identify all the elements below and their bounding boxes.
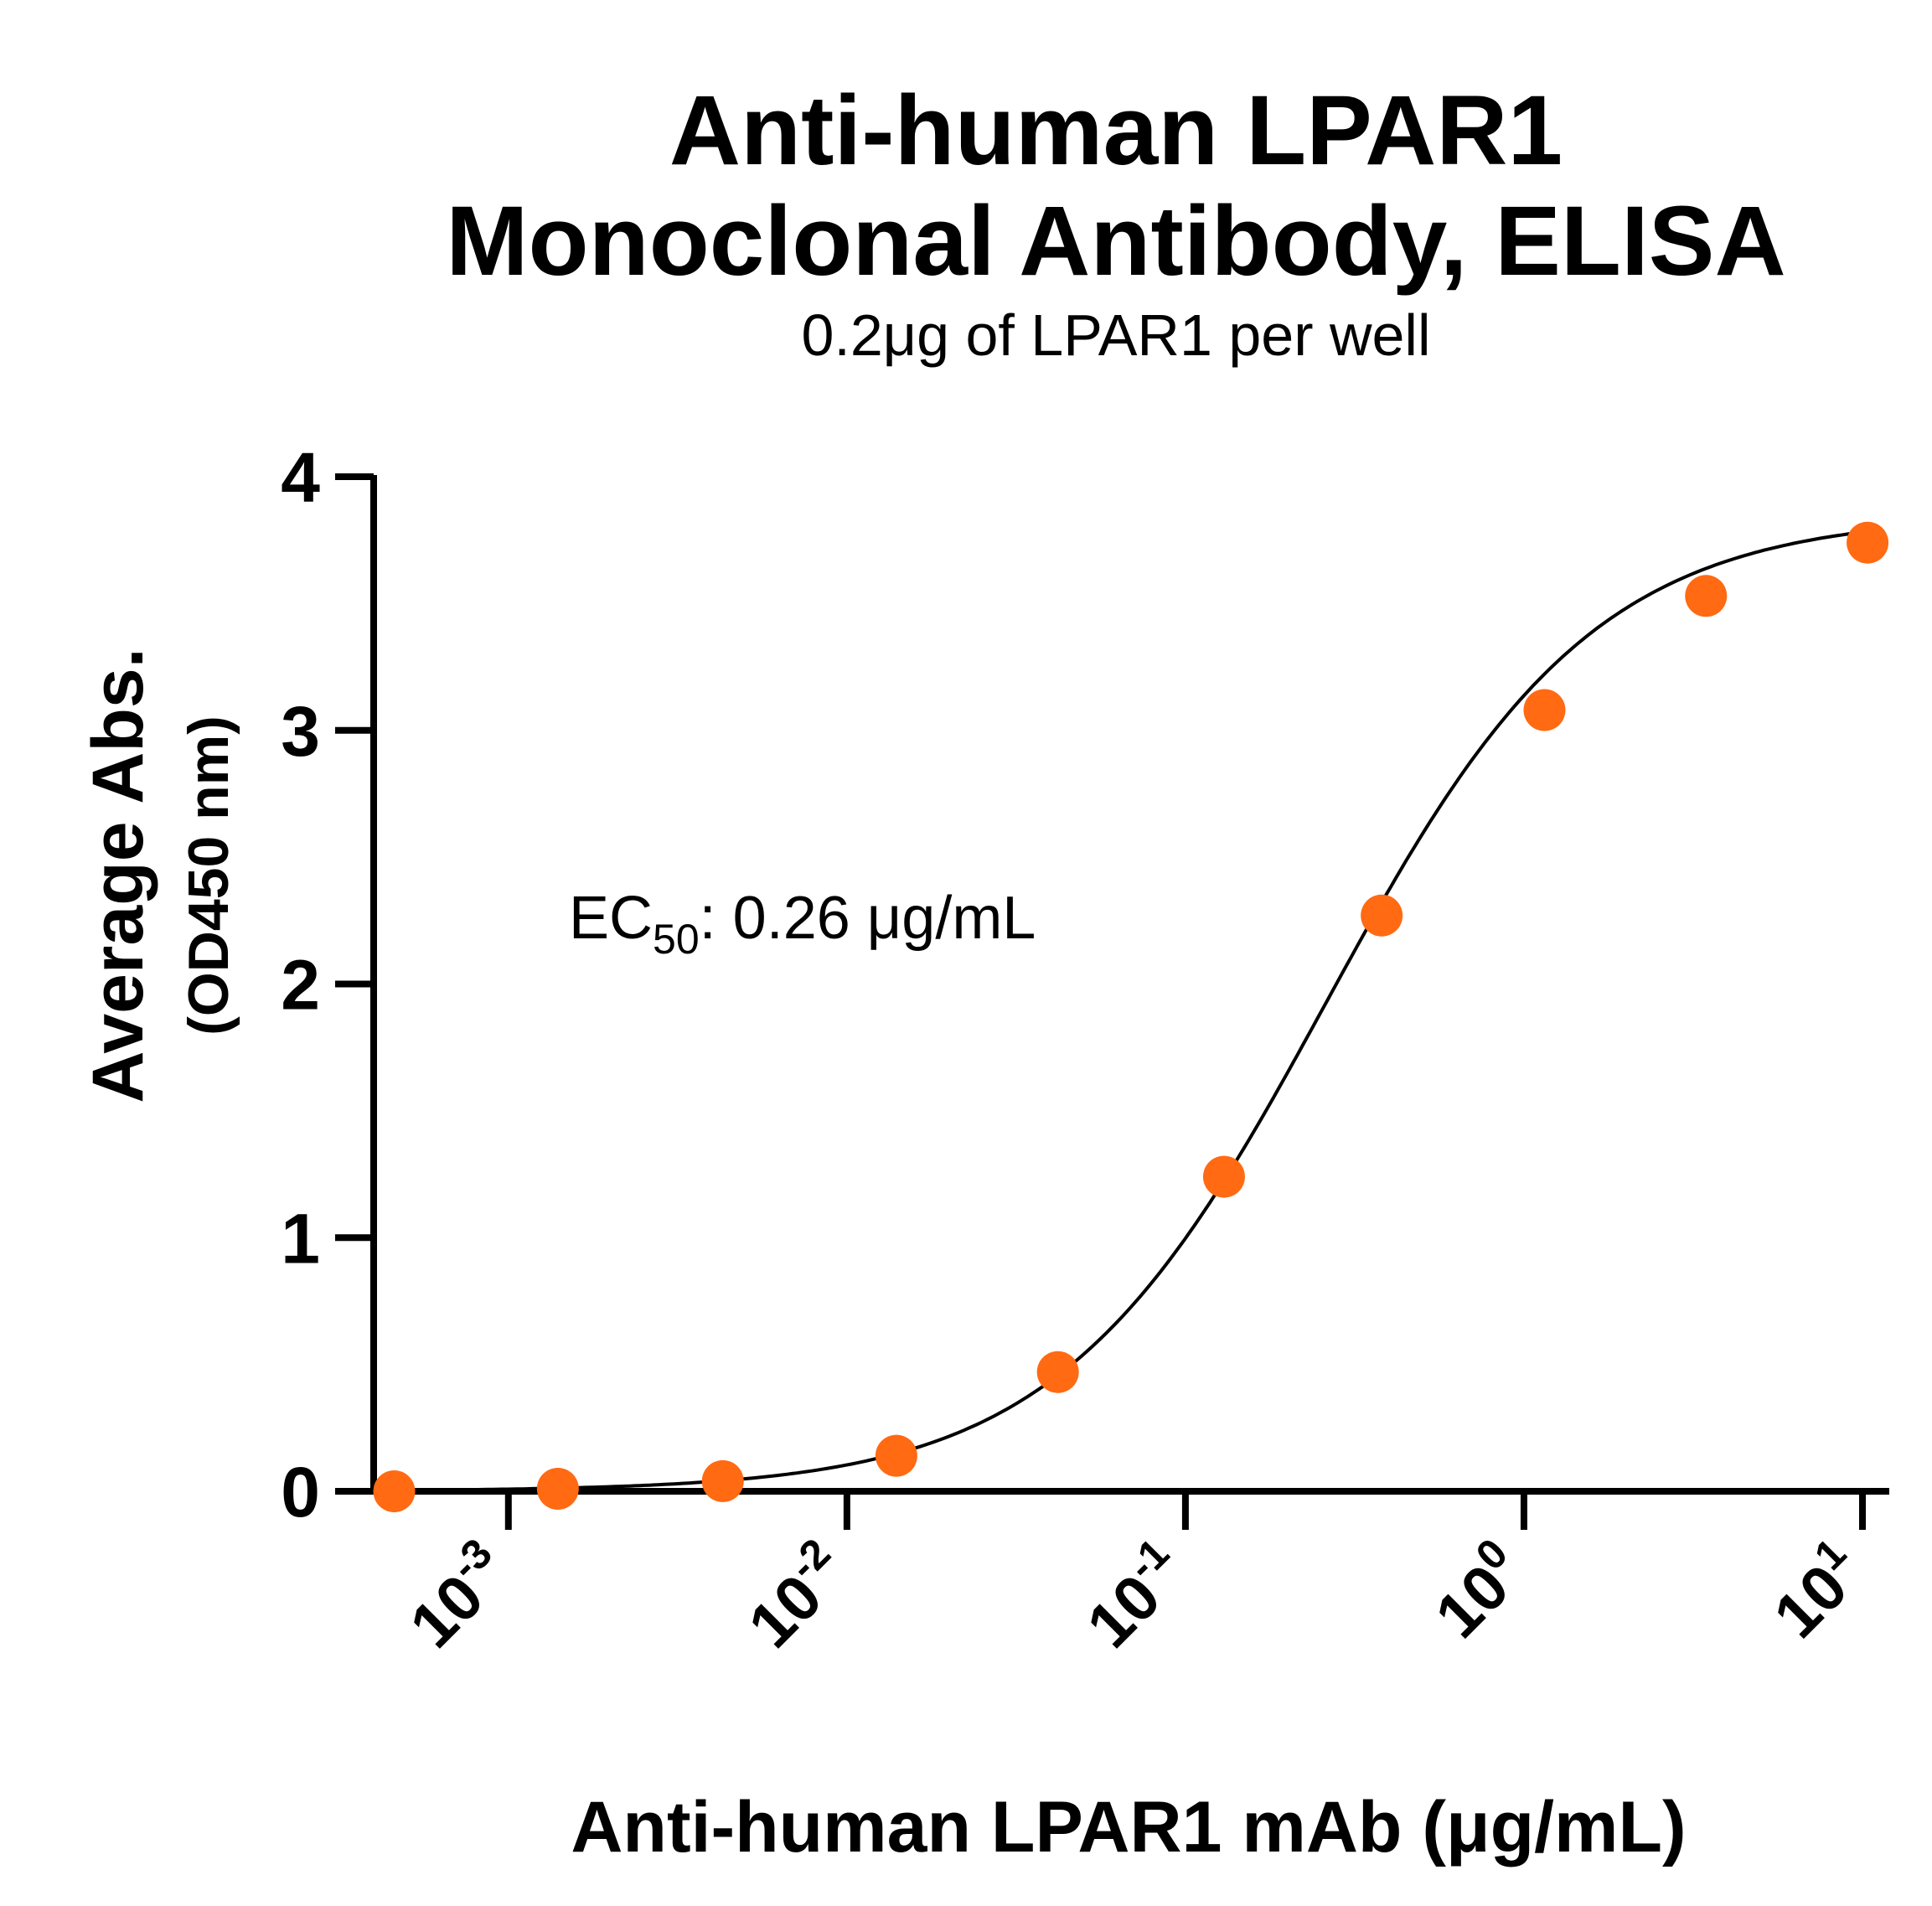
y-tick-label: 3 [281,692,320,771]
y-tick-label: 1 [281,1199,320,1278]
data-point [1523,689,1566,731]
y-axis-label-unit: (OD450 nm) [177,715,240,1036]
x-tick-label: 100 [1417,1530,1539,1652]
x-tick-label: 10-3 [391,1530,524,1662]
x-tick-label: 10-1 [1068,1530,1201,1662]
data-point [373,1470,416,1512]
ec50-value: : 0.26 μg/mL [700,885,1036,952]
x-axis-title: Anti-human LPAR1 mAb (μg/mL) [571,1787,1686,1867]
data-point [536,1467,579,1510]
data-point [1847,521,1889,564]
data-point [1361,894,1403,937]
chart-title-line-2: Monoclonal Antibody, ELISA [446,186,1785,297]
data-point [1036,1351,1079,1393]
x-tick-label: 10-2 [730,1530,862,1662]
fit-curve [394,529,1868,1492]
data-points [373,521,1889,1512]
chart-title-line-1: Anti-human LPAR1 [669,75,1563,186]
data-point [875,1434,917,1477]
axes: 0 1 2 3 4 10-3 10-2 10-1 100 101 [281,438,1889,1661]
y-tick-label: 4 [281,438,320,517]
y-axis-label-main: Average Abs. [78,648,158,1103]
fit-curve-layer [394,529,1868,1492]
y-tick-label: 2 [281,946,320,1025]
ec50-annotation: EC50: 0.26 μg/mL [569,885,1036,963]
data-point [1202,1155,1245,1198]
ec50-label: EC50: 0.26 μg/mL [569,885,1036,963]
y-axis-title: Average Abs. (OD450 nm) [78,648,240,1103]
chart-title: Anti-human LPAR1 Monoclonal Antibody, EL… [446,75,1785,297]
data-point [701,1459,744,1502]
ec50-prefix: EC [569,885,653,952]
ec50-subscript: 50 [653,916,700,963]
chart-subtitle: 0.2μg of LPAR1 per well [801,302,1430,368]
data-point [1685,575,1728,617]
y-tick-label: 0 [281,1453,320,1532]
x-tick-label: 101 [1755,1530,1878,1652]
